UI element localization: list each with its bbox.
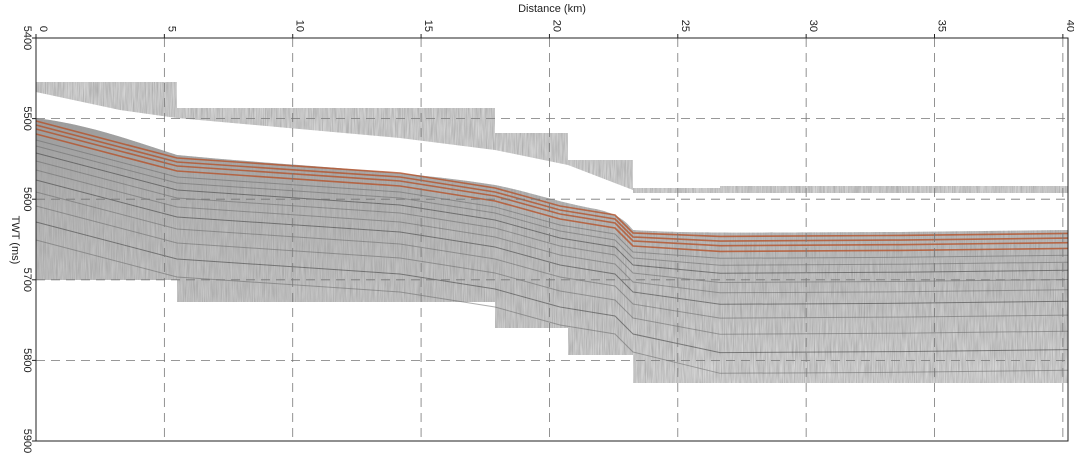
x-tick-label: 15: [422, 20, 434, 32]
x-tick-label: 40: [1064, 20, 1074, 32]
plot-frame: [35, 37, 1069, 442]
reflector: [35, 221, 1069, 354]
reflector: [35, 205, 1069, 335]
reflector: [35, 139, 1069, 259]
x-tick-label: 35: [936, 20, 948, 32]
reflector: [35, 145, 1069, 266]
reflector: [35, 133, 1069, 253]
x-tick-label: 20: [550, 20, 562, 32]
reflector: [35, 179, 1069, 305]
reflector: [35, 239, 1069, 374]
x-tick-label: 10: [294, 20, 306, 32]
y-axis-label: TWT (ms): [9, 216, 21, 265]
x-tick-label: 25: [679, 20, 691, 32]
y-tick-label: 5400: [21, 26, 33, 50]
reflectors: [35, 120, 1069, 374]
y-tick-label: 5900: [21, 429, 33, 453]
reflector: [35, 160, 1069, 283]
reflector: [35, 124, 1069, 242]
reflector: [35, 128, 1069, 247]
reflector: [35, 169, 1069, 294]
y-tick-label: 5800: [21, 348, 33, 372]
y-tick-label: 5500: [21, 106, 33, 130]
x-axis-label: Distance (km): [518, 3, 586, 15]
x-tick-label: 5: [165, 26, 177, 32]
reflector: [35, 152, 1069, 274]
section-body: [36, 118, 1068, 383]
reflector: [35, 191, 1069, 319]
water-noise: [36, 82, 1068, 193]
y-tick-label: 5700: [21, 268, 33, 292]
y-tick-label: 5600: [21, 187, 33, 211]
reflector: [35, 120, 1069, 238]
x-tick-label: 30: [807, 20, 819, 32]
seismic-image: [36, 82, 1068, 383]
x-tick-label: 0: [37, 26, 49, 32]
